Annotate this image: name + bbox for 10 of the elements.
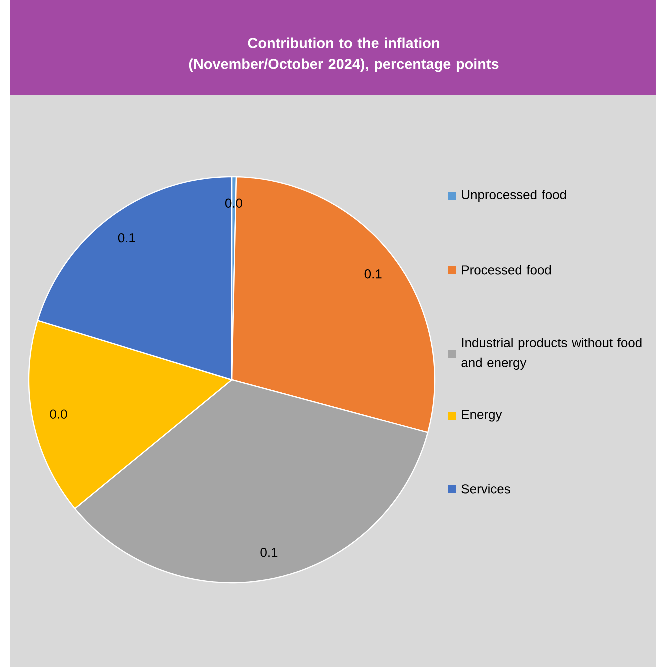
legend-label: Industrial products without food and energy bbox=[462, 338, 642, 370]
legend-label: Services bbox=[462, 484, 510, 494]
legend-label: Processed food bbox=[462, 265, 552, 275]
data-label: 0.1 bbox=[260, 548, 278, 558]
legend-label: Unprocessed food bbox=[462, 190, 566, 202]
data-label: 0.1 bbox=[364, 270, 382, 279]
data-label: 0.0 bbox=[50, 410, 68, 419]
chart-title: Contribution to the inflation (November/October 2024), percentage points bbox=[189, 38, 499, 72]
data-label: 0.1 bbox=[118, 233, 136, 243]
legend-label: Energy bbox=[462, 410, 502, 422]
